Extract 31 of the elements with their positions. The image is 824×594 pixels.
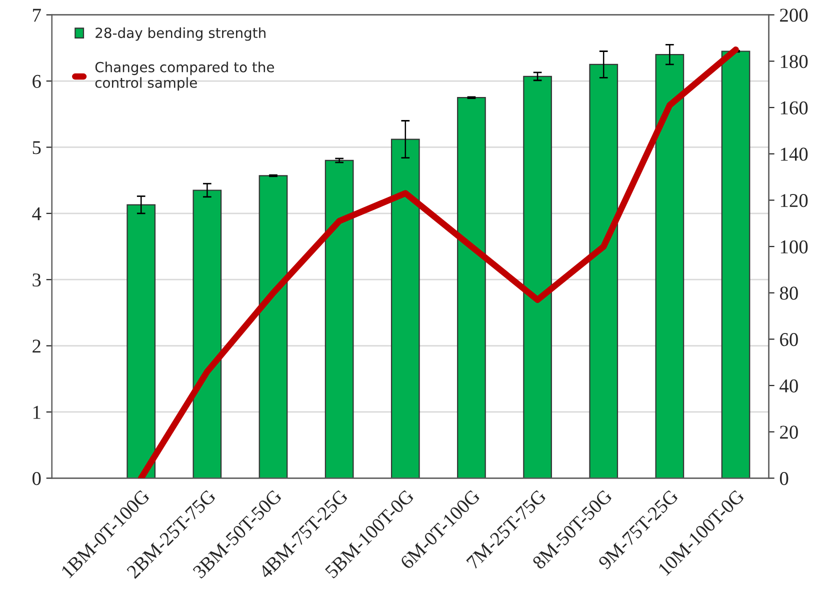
bar	[655, 54, 684, 478]
legend-label: Changes compared to the control sample	[95, 62, 274, 91]
y2-tick-label: 20	[780, 426, 798, 439]
bar	[523, 76, 552, 478]
bar	[324, 160, 354, 478]
y2-tick-label: 140	[780, 148, 808, 161]
y-tick-label: 3	[32, 273, 41, 287]
bar	[126, 204, 156, 478]
y2-tick-label: 40	[780, 379, 798, 392]
y2-tick-label: 200	[780, 8, 808, 22]
y2-tick-label: 100	[780, 240, 808, 254]
y-tick-label: 7	[33, 8, 41, 22]
y2-tick-label: 120	[780, 194, 808, 208]
bar	[721, 50, 750, 478]
y2-tick-label: 80	[780, 286, 798, 300]
y-tick-label: 0	[32, 472, 41, 486]
y2-tick-label: 0	[780, 472, 788, 486]
y2-tick-label: 180	[780, 55, 808, 68]
y-tick-label: 4	[32, 207, 42, 220]
y-tick-label: 1	[33, 406, 40, 419]
y-tick-label: 5	[32, 141, 41, 154]
legend-label: 28-day bending strength	[96, 27, 266, 41]
y2-tick-label: 60	[780, 332, 798, 346]
y-tick-label: 2	[32, 340, 40, 353]
bar	[390, 138, 420, 478]
bar	[457, 97, 486, 478]
bar	[258, 175, 288, 478]
bar	[192, 190, 222, 478]
y-tick-label: 6	[32, 74, 41, 88]
y2-tick-label: 160	[780, 101, 808, 114]
bar	[589, 64, 618, 478]
